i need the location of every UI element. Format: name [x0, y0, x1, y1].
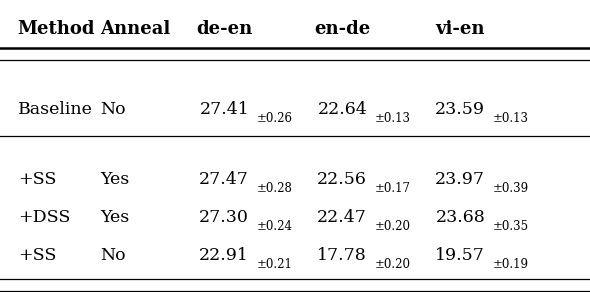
Text: ±0.28: ±0.28: [257, 182, 292, 195]
Text: ±0.20: ±0.20: [374, 258, 411, 271]
Text: ±0.20: ±0.20: [374, 220, 411, 233]
Text: No: No: [100, 101, 126, 118]
Text: Method: Method: [18, 20, 95, 39]
Text: ±0.13: ±0.13: [374, 112, 411, 125]
Text: ±0.21: ±0.21: [257, 258, 292, 271]
Text: 23.68: 23.68: [435, 209, 485, 226]
Text: 17.78: 17.78: [317, 247, 367, 264]
Text: ±0.35: ±0.35: [492, 220, 529, 233]
Text: 19.57: 19.57: [435, 247, 485, 264]
Text: +SS: +SS: [18, 247, 56, 264]
Text: ±0.19: ±0.19: [492, 258, 529, 271]
Text: 27.30: 27.30: [199, 209, 249, 226]
Text: 27.47: 27.47: [199, 171, 249, 188]
Text: ±0.39: ±0.39: [492, 182, 529, 195]
Text: 22.64: 22.64: [317, 101, 367, 118]
Text: 22.91: 22.91: [199, 247, 249, 264]
Text: vi-en: vi-en: [435, 20, 485, 39]
Text: No: No: [100, 247, 126, 264]
Text: 22.47: 22.47: [317, 209, 367, 226]
Text: ±0.24: ±0.24: [256, 220, 293, 233]
Text: Yes: Yes: [100, 209, 130, 226]
Text: ±0.26: ±0.26: [256, 112, 293, 125]
Text: Anneal: Anneal: [100, 20, 171, 39]
Text: 22.56: 22.56: [317, 171, 367, 188]
Text: Yes: Yes: [100, 171, 130, 188]
Text: +SS: +SS: [18, 171, 56, 188]
Text: en-de: en-de: [314, 20, 371, 39]
Text: 23.97: 23.97: [435, 171, 485, 188]
Text: +DSS: +DSS: [18, 209, 70, 226]
Text: ±0.17: ±0.17: [374, 182, 411, 195]
Text: 27.41: 27.41: [199, 101, 249, 118]
Text: 23.59: 23.59: [435, 101, 485, 118]
Text: Baseline: Baseline: [18, 101, 93, 118]
Text: de-en: de-en: [196, 20, 253, 39]
Text: ±0.13: ±0.13: [492, 112, 529, 125]
